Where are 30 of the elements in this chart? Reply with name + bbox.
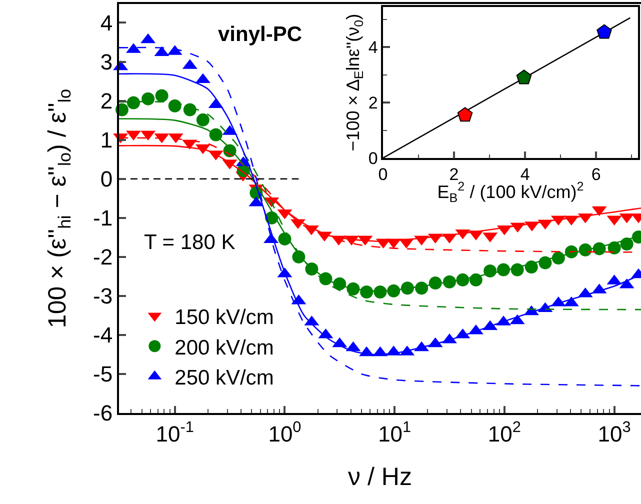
- y-tick-label: -6: [93, 400, 113, 426]
- y-tick-label: 2: [100, 88, 113, 114]
- y-tick-label: -2: [93, 244, 113, 270]
- x-tick-label: 10$^{3}$: [598, 419, 631, 446]
- point: [524, 260, 538, 274]
- y-tick-label: 4: [368, 38, 378, 58]
- y-tick-label: 2: [368, 94, 378, 113]
- x-tick-label: 10$^{-1}$: [156, 419, 194, 446]
- y-tick-label: 4: [100, 10, 113, 36]
- x-axis-title: ν / Hz: [348, 462, 412, 491]
- y-tick-label: 3: [100, 49, 113, 74]
- y-tick-label: 0: [368, 148, 378, 168]
- y-tick-label: -5: [93, 362, 113, 387]
- y-tick-label: -3: [93, 284, 113, 309]
- legend-label: 150 kV/cm: [174, 306, 274, 329]
- y-tick-label: -1: [93, 206, 113, 231]
- legend-label: 200 kV/cm: [174, 336, 274, 360]
- x-tick-label: 10$^{2}$: [488, 419, 521, 446]
- y-tick-label: -4: [93, 322, 113, 348]
- point: [457, 107, 473, 122]
- x-tick-label: 6: [591, 165, 601, 184]
- annotation: T = 180 K: [144, 231, 236, 254]
- legend-label: 250 kV/cm: [174, 366, 274, 390]
- x-tick-label: 10$^{0}$: [268, 419, 302, 446]
- point: [620, 238, 634, 251]
- y-tick-label: 1: [100, 128, 113, 153]
- point: [516, 70, 532, 84]
- point: [596, 24, 612, 39]
- annotation: vinyl-PC: [218, 23, 302, 46]
- x-tick-label: 10$^{1}$: [378, 419, 412, 446]
